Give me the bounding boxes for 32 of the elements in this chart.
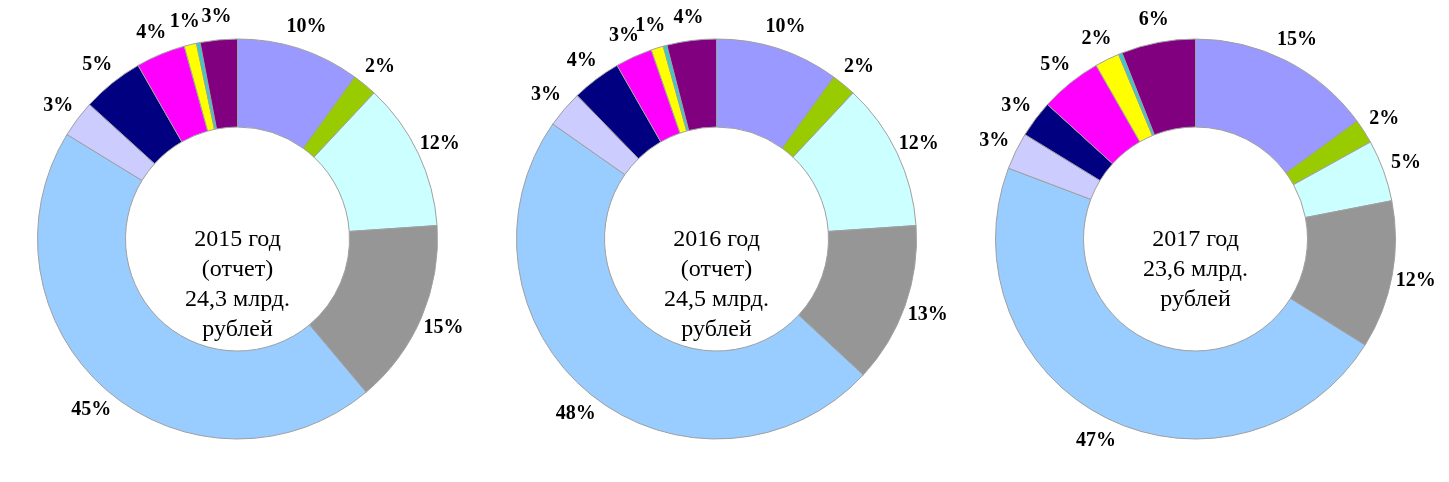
data-label: 1% xyxy=(169,9,200,32)
data-label: 4% xyxy=(566,48,597,71)
data-label: 4% xyxy=(136,20,167,43)
data-label: 3% xyxy=(1001,92,1032,115)
data-label: 4% xyxy=(673,4,704,27)
data-label: 15% xyxy=(1276,27,1317,50)
data-label: 12% xyxy=(1395,267,1436,290)
data-label: 3% xyxy=(43,92,74,115)
data-label: 2% xyxy=(1369,106,1400,129)
text: 2015 год (отчет) 24,3 млрд. рублей xyxy=(184,225,291,341)
data-label: 12% xyxy=(419,130,460,153)
data-label: 12% xyxy=(898,130,939,153)
data-label: 47% xyxy=(1075,427,1116,450)
data-label: 48% xyxy=(555,401,596,424)
data-label: 45% xyxy=(71,396,112,419)
data-label: 3% xyxy=(979,128,1010,151)
data-label: 2% xyxy=(364,54,395,77)
data-label: 10% xyxy=(765,13,806,36)
data-label: 5% xyxy=(1390,150,1421,173)
data-label: 15% xyxy=(423,314,464,337)
text: 2016 год (отчет) 24,5 млрд. рублей xyxy=(663,225,770,341)
data-label: 6% xyxy=(1138,6,1169,29)
data-label: 3% xyxy=(531,81,562,104)
data-label: 5% xyxy=(82,52,113,75)
data-label: 10% xyxy=(286,13,327,36)
data-label: 2% xyxy=(843,54,874,77)
data-label: 2% xyxy=(1081,26,1112,49)
data-label: 3% xyxy=(608,23,639,46)
data-label: 5% xyxy=(1040,52,1071,75)
data-label: 13% xyxy=(907,301,948,324)
data-label: 3% xyxy=(201,3,232,26)
text: 2017 год 23,6 млрд. рублей xyxy=(1142,225,1249,311)
